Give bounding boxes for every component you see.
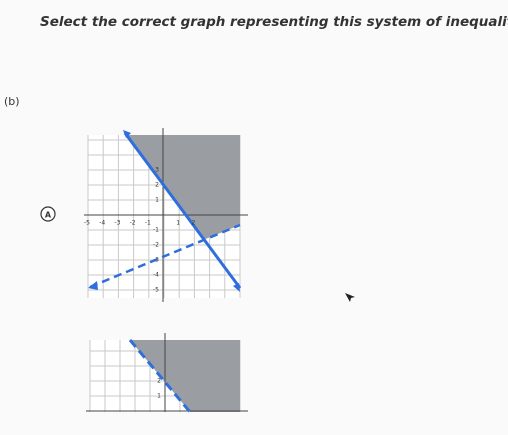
- x-tick-label: -5: [84, 220, 90, 227]
- arrow: [123, 130, 131, 138]
- y-tick-label: -4: [153, 272, 159, 279]
- graph-a[interactable]: -5 -4 -3 -2 -1 1 2 3 2 1 -1 -2 -3 -4 -5: [84, 128, 248, 302]
- shaded-region: [130, 340, 240, 412]
- y-tick-label: 1: [157, 393, 161, 400]
- x-tick-label: -1: [145, 220, 151, 227]
- y-tick-label: -3: [153, 257, 159, 264]
- part-label: (b): [4, 95, 20, 108]
- option-a[interactable]: A: [40, 206, 56, 222]
- dashed-boundary: [128, 339, 192, 413]
- y-tick-label: -5: [153, 287, 159, 294]
- y-tick-label: 2: [155, 182, 159, 189]
- y-tick-label: 2: [157, 378, 161, 385]
- cursor: [345, 293, 355, 302]
- radio[interactable]: [40, 206, 56, 222]
- graph-b[interactable]: [86, 333, 248, 413]
- dashed-boundary: [89, 223, 241, 289]
- solid-boundary: [123, 132, 242, 289]
- y-tick-label: -2: [153, 242, 159, 249]
- question: Select the correct graph representing th…: [40, 14, 508, 30]
- y-tick-label: 1: [155, 197, 159, 204]
- y-tick-label: 3: [155, 167, 159, 174]
- arrow: [88, 281, 98, 290]
- x-tick-label: 1: [176, 220, 180, 227]
- option-label: A: [45, 211, 52, 220]
- arrow: [233, 283, 240, 292]
- y-tick-label: -1: [153, 227, 159, 234]
- x-tick-label: -2: [130, 220, 136, 227]
- x-tick-label: 2: [191, 220, 195, 227]
- x-tick-label: -3: [114, 220, 120, 227]
- x-tick-label: -4: [99, 220, 105, 227]
- shaded-region: [125, 135, 240, 240]
